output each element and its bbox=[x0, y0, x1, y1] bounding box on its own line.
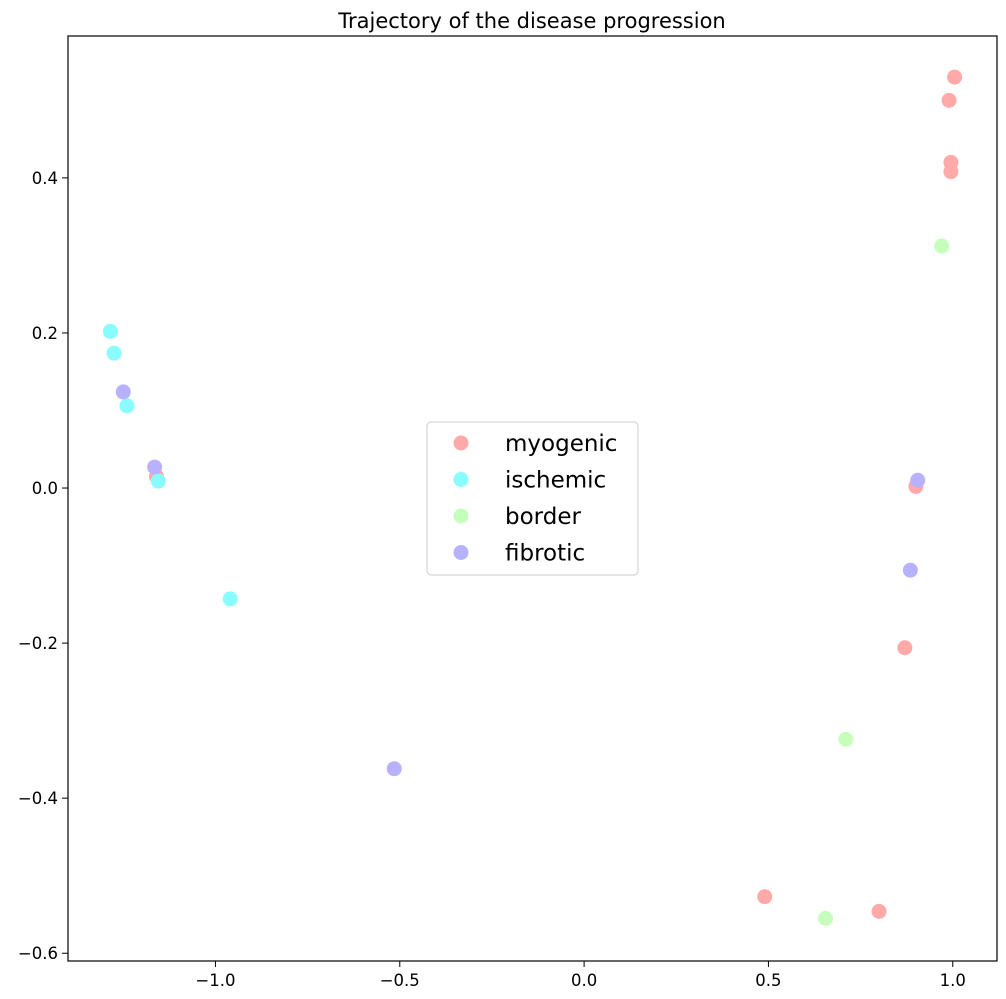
data-point-myogenic bbox=[871, 903, 887, 919]
data-point-fibrotic bbox=[147, 459, 163, 475]
legend-marker-border bbox=[453, 508, 469, 524]
legend-label-ischemic: ischemic bbox=[505, 468, 606, 494]
plot-area-frame bbox=[67, 35, 998, 962]
legend-box bbox=[426, 421, 639, 576]
data-point-fibrotic bbox=[115, 384, 131, 400]
data-point-ischemic bbox=[150, 473, 166, 489]
x-tick-label: −1.0 bbox=[195, 971, 235, 990]
legend-marker-fibrotic bbox=[453, 545, 469, 560]
data-point-fibrotic bbox=[910, 472, 926, 488]
data-point-myogenic bbox=[943, 164, 959, 180]
data-point-myogenic bbox=[941, 92, 957, 108]
data-points bbox=[102, 69, 963, 926]
legend: myogenic ischemic border fibrotic bbox=[426, 421, 639, 576]
data-point-myogenic bbox=[897, 640, 913, 656]
data-point-border bbox=[838, 731, 854, 747]
data-point-ischemic bbox=[106, 345, 122, 361]
y-tick-label: −0.4 bbox=[18, 789, 58, 808]
y-tick-label: −0.2 bbox=[18, 634, 58, 653]
y-tick-label: 0.2 bbox=[32, 324, 58, 343]
legend-label-fibrotic: fibrotic bbox=[505, 541, 585, 567]
legend-label-myogenic: myogenic bbox=[505, 431, 617, 457]
x-tick-label: 0.0 bbox=[571, 971, 597, 990]
data-point-myogenic bbox=[757, 889, 773, 905]
data-point-ischemic bbox=[102, 323, 118, 339]
chart-title: Trajectory of the disease progression bbox=[337, 9, 726, 33]
data-point-border bbox=[934, 238, 950, 254]
data-point-myogenic bbox=[947, 69, 963, 85]
y-tick-label: −0.6 bbox=[18, 944, 58, 963]
y-tick-label: 0.4 bbox=[32, 169, 58, 188]
axes: −1.0 −0.5 0.0 0.5 1.0 −0.6 −0.4 −0.2 0.0 0.2 0.4 bbox=[18, 169, 966, 990]
x-tick-label: −0.5 bbox=[380, 971, 420, 990]
data-point-fibrotic bbox=[386, 761, 402, 777]
legend-marker-myogenic bbox=[453, 435, 469, 451]
data-point-border bbox=[818, 910, 834, 926]
legend-marker-ischemic bbox=[453, 472, 469, 487]
x-tick-label: 1.0 bbox=[940, 971, 966, 990]
y-tick-label: 0.0 bbox=[32, 479, 58, 498]
data-point-ischemic bbox=[119, 398, 135, 414]
legend-label-border: border bbox=[505, 504, 581, 530]
x-tick-label: 0.5 bbox=[755, 971, 781, 990]
data-point-fibrotic bbox=[902, 562, 918, 578]
data-point-ischemic bbox=[222, 591, 238, 607]
